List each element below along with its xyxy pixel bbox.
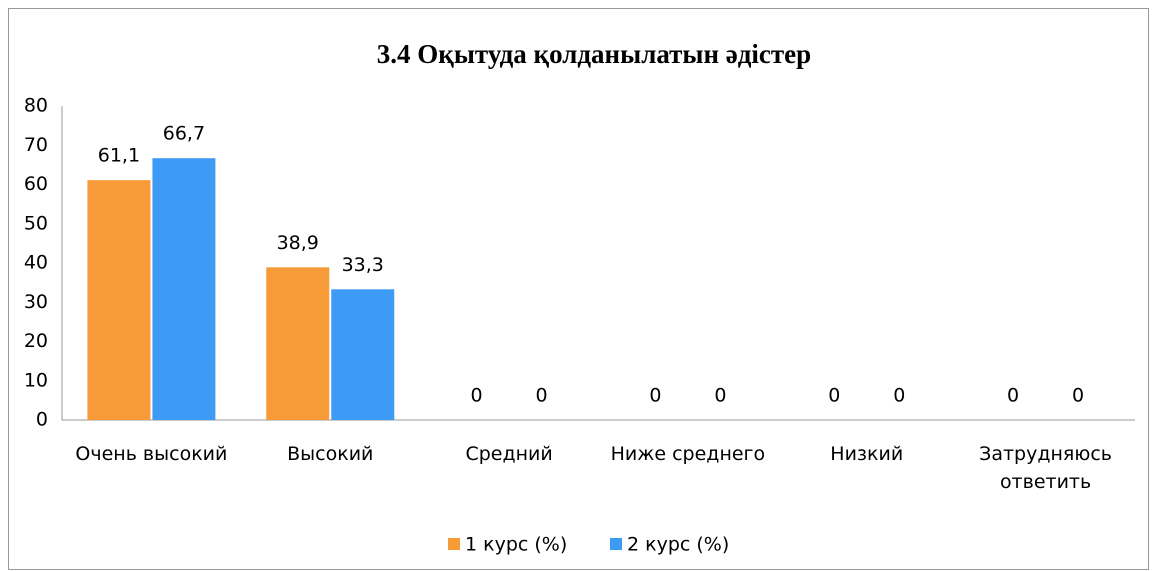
bar — [152, 158, 216, 420]
data-label: 0 — [1007, 385, 1019, 407]
bar — [331, 289, 395, 420]
y-tick-label: 10 — [24, 369, 48, 391]
data-label: 66,7 — [163, 123, 205, 145]
legend-swatch — [610, 538, 622, 550]
y-tick-label: 50 — [24, 212, 48, 234]
y-tick-label: 40 — [24, 252, 48, 274]
data-label: 38,9 — [277, 232, 319, 254]
legend-swatch — [448, 538, 460, 550]
y-tick-label: 70 — [24, 134, 48, 156]
data-label: 0 — [536, 385, 548, 407]
y-tick-label: 80 — [24, 95, 48, 117]
chart-title: 3.4 Оқытуда қолданылатын әдістер — [377, 39, 811, 69]
data-label: 61,1 — [98, 145, 140, 167]
x-tick-label: Очень высокий — [75, 443, 228, 465]
x-tick-label: Низкий — [830, 443, 904, 465]
data-label: 33,3 — [342, 254, 384, 276]
x-tick-label: Высокий — [287, 443, 374, 465]
data-label: 0 — [1072, 385, 1084, 407]
y-tick-label: 0 — [36, 409, 48, 431]
x-tick-label: Затрудняюсь ответить — [979, 443, 1112, 493]
y-tick-label: 20 — [24, 330, 48, 352]
data-label: 0 — [828, 385, 840, 407]
y-tick-label: 60 — [24, 173, 48, 195]
y-tick-label: 30 — [24, 291, 48, 313]
x-tick-label: Ниже среднего — [610, 443, 766, 465]
data-label: 0 — [893, 385, 905, 407]
x-tick-label: Средний — [465, 443, 553, 465]
bar — [266, 267, 330, 420]
data-label: 0 — [471, 385, 483, 407]
data-label: 0 — [649, 385, 661, 407]
bar — [87, 180, 151, 420]
legend-label: 2 курс (%) — [627, 534, 729, 556]
legend-label: 1 курс (%) — [465, 534, 567, 556]
data-label: 0 — [714, 385, 726, 407]
